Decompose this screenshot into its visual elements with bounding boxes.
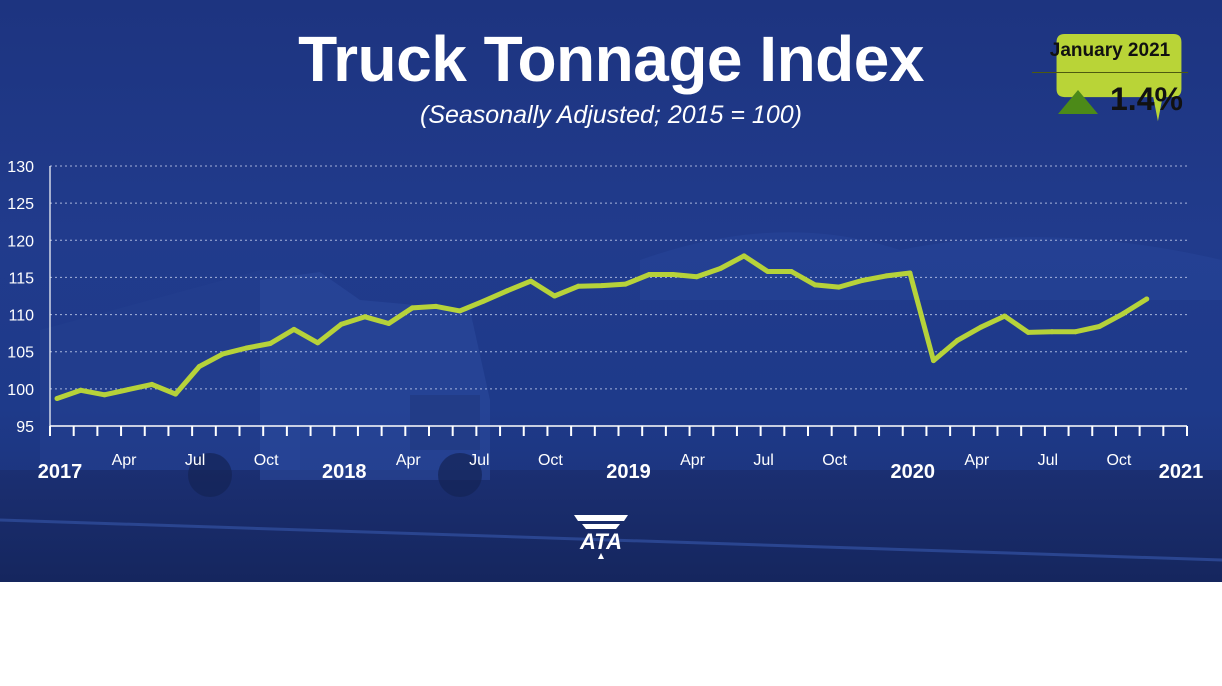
data-point xyxy=(125,387,131,393)
data-point xyxy=(409,305,415,311)
trailer-shape xyxy=(40,270,300,470)
y-tick-label: 95 xyxy=(16,419,34,436)
data-point xyxy=(670,272,676,277)
data-point xyxy=(481,298,486,304)
truck-grille-shape xyxy=(410,395,480,450)
y-tick-label: 115 xyxy=(8,270,34,287)
series-line-group xyxy=(54,253,1150,401)
data-point xyxy=(623,281,629,287)
data-point xyxy=(599,283,605,289)
data-point xyxy=(954,338,960,344)
data-point xyxy=(244,345,250,351)
data-point xyxy=(362,314,368,320)
data-point xyxy=(1002,313,1008,319)
x-axis xyxy=(49,166,1188,436)
x-tick-label-month: Oct xyxy=(538,452,563,469)
x-tick-label-month: Jul xyxy=(1038,452,1058,469)
truck-background-image xyxy=(0,232,1222,582)
y-axis-tick-labels: 95 100 105 110 115 120 125 130 xyxy=(7,159,34,436)
data-point xyxy=(338,321,344,327)
data-point xyxy=(907,270,913,276)
x-tick-label-year: 2021 xyxy=(1159,461,1204,483)
x-tick-label-month: Apr xyxy=(112,452,138,469)
data-point xyxy=(78,387,84,393)
callout-divider xyxy=(1032,72,1188,73)
data-point xyxy=(54,396,60,401)
x-tick-label-month: Oct xyxy=(822,452,847,469)
x-tick-label-month: Apr xyxy=(396,452,422,469)
callout-month: January 2021 xyxy=(1049,40,1171,61)
x-tick-label-month: Apr xyxy=(964,452,990,469)
data-point xyxy=(267,341,273,346)
x-tick-label-year: 2019 xyxy=(606,461,651,483)
callout-percent-change: 1.4% xyxy=(1110,81,1183,117)
data-point xyxy=(836,284,842,290)
data-point xyxy=(1025,329,1031,335)
data-point xyxy=(931,358,936,364)
data-point xyxy=(173,391,178,397)
x-tick-label-year: 2020 xyxy=(891,461,936,483)
data-point xyxy=(552,293,557,299)
data-point xyxy=(220,351,226,357)
logo-stripe-shape xyxy=(582,524,620,529)
chart-title: Truck Tonnage Index xyxy=(298,23,924,95)
ata-logo: ATA xyxy=(574,515,628,559)
x-tick-label-month: Apr xyxy=(680,452,706,469)
x-tick-label-year: 2017 xyxy=(38,461,83,483)
chart-subtitle: (Seasonally Adjusted; 2015 = 100) xyxy=(420,101,802,129)
logo-stripe-shape xyxy=(574,515,628,521)
y-tick-label: 100 xyxy=(7,382,34,399)
y-tick-label: 105 xyxy=(7,345,34,362)
x-tick-label-month: Oct xyxy=(254,452,279,469)
y-tick-label: 120 xyxy=(7,233,34,250)
data-point xyxy=(528,278,534,284)
x-axis-tick-labels: 2017 Apr Jul Oct 2018 Apr Jul Oct 2019 Apr Jul Oct 2… xyxy=(38,452,1204,483)
data-point xyxy=(860,277,865,283)
x-tick-label-month: Jul xyxy=(469,452,489,469)
callout-bubble-shape xyxy=(1056,34,1182,122)
data-point xyxy=(812,282,818,288)
data-point xyxy=(315,340,321,346)
y-tick-label: 130 xyxy=(7,159,34,176)
up-arrow-icon xyxy=(1058,90,1098,114)
data-point xyxy=(741,253,747,259)
x-tick-label-month: Oct xyxy=(1106,452,1131,469)
cloud-shape xyxy=(640,232,1222,300)
data-point xyxy=(433,303,439,309)
data-point xyxy=(1120,311,1126,317)
y-tick-label: 125 xyxy=(7,196,34,213)
y-tick-label: 110 xyxy=(8,308,34,325)
data-point xyxy=(765,269,771,274)
data-point xyxy=(149,381,155,387)
data-point xyxy=(291,326,297,332)
data-point xyxy=(575,283,581,289)
data-point xyxy=(788,269,794,274)
x-tick-label-month: Jul xyxy=(185,452,205,469)
data-point xyxy=(646,272,652,277)
data-point xyxy=(457,308,463,314)
data-point xyxy=(978,324,984,330)
data-point xyxy=(1073,329,1079,335)
change-callout xyxy=(1056,34,1182,122)
chart-panel: Truck Tonnage Index (Seasonally Adjusted… xyxy=(0,0,1222,582)
data-point xyxy=(717,266,723,271)
data-point xyxy=(102,392,107,398)
data-point xyxy=(386,321,392,326)
x-tick-label-year: 2018 xyxy=(322,461,367,483)
x-tick-label-month: Jul xyxy=(753,452,773,469)
data-point xyxy=(883,273,889,279)
data-point xyxy=(694,274,700,280)
logo-star-shape xyxy=(598,553,604,559)
wheel-shape xyxy=(438,453,482,497)
data-point xyxy=(504,288,510,294)
data-point xyxy=(1144,296,1150,302)
data-point xyxy=(1049,329,1055,335)
wheel-shape xyxy=(188,453,232,497)
data-point xyxy=(196,364,202,370)
data-point xyxy=(1096,324,1102,329)
logo-text: ATA xyxy=(579,529,622,554)
road-line xyxy=(0,518,1222,562)
